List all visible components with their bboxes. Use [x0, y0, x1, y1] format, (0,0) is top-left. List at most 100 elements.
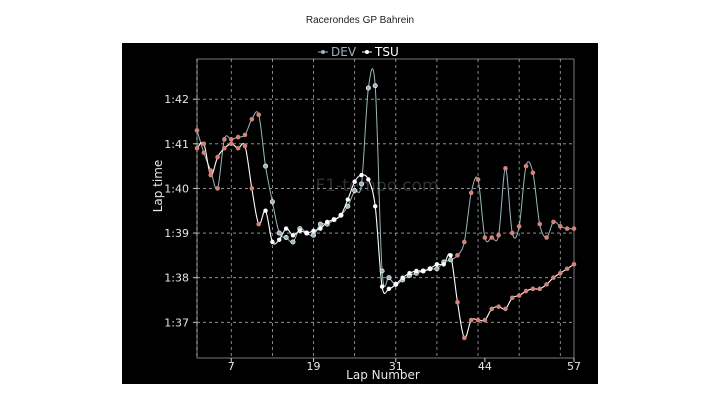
tsu-point — [311, 228, 316, 234]
dev-point-highlight — [496, 232, 501, 238]
dev-point-highlight — [475, 177, 481, 182]
tsu-point — [407, 271, 412, 276]
tsu-point — [366, 177, 371, 182]
dev-point-highlight — [544, 235, 549, 240]
tsu-point-highlight — [482, 317, 488, 323]
tsu-point-highlight — [468, 317, 474, 323]
dev-point-highlight — [468, 190, 474, 196]
legend-marker-dev — [321, 50, 325, 54]
tsu-point-highlight — [201, 141, 207, 147]
series-line-tsu — [196, 141, 575, 339]
grid — [196, 59, 574, 358]
tsu-point-highlight — [235, 145, 241, 151]
y-tick-label: 1:41 — [164, 138, 189, 151]
tsu-point-highlight — [256, 221, 261, 227]
series-layer — [194, 68, 577, 341]
dev-point — [386, 275, 392, 281]
dev-point-highlight — [557, 224, 563, 229]
dev-point — [448, 257, 454, 263]
dev-point — [365, 85, 371, 91]
dev-point-highlight — [510, 230, 515, 236]
tsu-point-highlight — [242, 143, 248, 149]
dev-point-highlight — [530, 170, 536, 176]
tsu-point — [331, 217, 337, 222]
x-tick-label: 19 — [307, 360, 321, 373]
legend: DEV TSU — [318, 45, 399, 59]
y-tick-label: 1:42 — [164, 93, 189, 106]
dev-point-highlight — [571, 226, 577, 231]
tsu-point-highlight — [194, 145, 200, 151]
tsu-point — [373, 204, 378, 209]
dev-point-highlight — [523, 163, 529, 169]
page-title: Racerondes GP Bahrein — [305, 15, 415, 26]
dev-point — [317, 221, 323, 227]
tsu-point-highlight — [551, 275, 556, 280]
tsu-point — [393, 282, 398, 287]
tsu-point-highlight — [228, 141, 234, 147]
tsu-point — [352, 179, 357, 184]
dev-point-highlight — [201, 150, 207, 156]
dev-point — [263, 163, 269, 169]
tsu-point — [304, 230, 309, 236]
tsu-point-highlight — [462, 335, 467, 341]
dev-point-highlight — [228, 137, 234, 142]
dev-point-highlight — [462, 239, 467, 245]
dev-point-highlight — [564, 226, 570, 231]
tsu-point-highlight — [496, 304, 501, 309]
tsu-point — [277, 237, 282, 242]
tsu-point-highlight — [523, 288, 529, 294]
tsu-point-highlight — [222, 145, 227, 151]
x-tick-label: 7 — [228, 360, 235, 373]
tsu-point-highlight — [208, 172, 214, 178]
dev-point — [311, 232, 317, 238]
dev-point-highlight — [503, 166, 508, 171]
tsu-point-highlight — [564, 266, 570, 272]
y-axis-label: Lap time — [151, 160, 165, 213]
x-tick-labels: 7 19 31 44 57 — [228, 358, 581, 373]
series-line-dev — [196, 68, 575, 288]
tsu-point — [338, 212, 344, 218]
dev-point-highlight — [482, 235, 488, 240]
dev-point — [269, 199, 275, 205]
dev-point-highlight — [249, 116, 255, 122]
dev-point-highlight — [222, 137, 227, 142]
tsu-point-highlight — [530, 286, 536, 292]
dev-point-highlight — [194, 128, 200, 133]
tsu-point — [263, 208, 268, 213]
dev-point — [283, 235, 289, 241]
tsu-point — [325, 219, 330, 225]
dev-point — [276, 230, 282, 236]
dev-point-highlight — [516, 224, 522, 229]
tsu-point-highlight — [557, 270, 563, 276]
tsu-point — [359, 172, 364, 178]
y-tick-label: 1:37 — [164, 316, 189, 329]
y-tick-label: 1:38 — [164, 272, 189, 285]
tsu-point-highlight — [516, 293, 522, 298]
tsu-point — [379, 284, 385, 289]
y-tick-label: 1:39 — [164, 227, 189, 240]
tsu-point — [421, 268, 426, 274]
tsu-point-highlight — [544, 282, 549, 287]
plot-frame — [196, 58, 575, 359]
lap-time-chart: F1-tempo.com 7 19 31 44 57 1:37 1:38 1:39 1:40 1… — [122, 43, 598, 384]
tsu-point — [414, 268, 419, 274]
dev-point-highlight — [208, 168, 214, 173]
tsu-point — [448, 253, 453, 258]
tsu-point-highlight — [215, 154, 220, 160]
dev-point-highlight — [256, 112, 261, 118]
watermark: F1-tempo.com — [315, 176, 438, 196]
tsu-point-highlight — [537, 286, 543, 292]
y-tick-labels: 1:37 1:38 1:39 1:40 1:41 1:42 — [164, 93, 197, 329]
dev-point — [359, 181, 365, 187]
dev-point — [290, 239, 296, 245]
tsu-point-highlight — [489, 306, 495, 312]
legend-marker-tsu — [365, 50, 369, 54]
x-tick-label: 57 — [567, 360, 581, 373]
tsu-point — [427, 266, 433, 271]
dev-point-highlight — [455, 253, 460, 258]
dev-point — [345, 203, 351, 209]
tsu-point-highlight — [503, 306, 508, 312]
plot-border — [196, 58, 575, 359]
tsu-point-highlight — [455, 299, 460, 305]
tsu-point — [400, 275, 405, 280]
